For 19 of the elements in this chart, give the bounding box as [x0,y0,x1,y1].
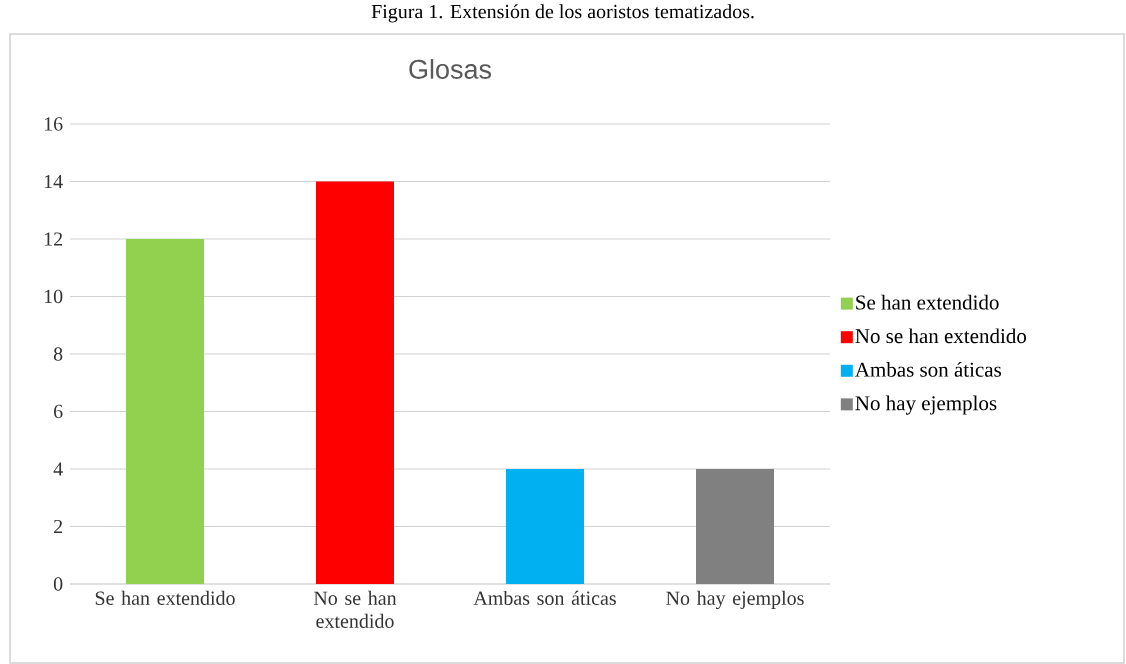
chart-title: Glosas [409,59,492,79]
y-tick-label: 6 [54,404,63,419]
x-tick-label: No hay ejemplos [666,590,804,610]
legend-label: No se han extendido [855,328,1027,344]
y-tick-label: 12 [44,232,63,246]
y-tick-label: 4 [53,462,63,476]
y-tick-label: 8 [53,347,63,361]
legend-label: Ambas son áticas [855,361,1002,377]
legend-label: No hay ejemplos [855,395,997,415]
y-tick-label: 0 [53,577,63,591]
x-tick-label: No se han extendido [313,590,397,628]
y-tick-label: 10 [44,289,63,304]
text: Figura 1. Extensión de los aoristos tematizados. [371,4,754,23]
x-tick-label: Ambas son áticas [473,590,616,605]
legend-label: Se han extendido [856,294,999,310]
x-tick-label: Se han extendido [95,590,235,605]
y-tick-label: 14 [44,174,63,189]
y-tick-label: 2 [54,519,63,534]
y-tick-label: 16 [44,117,63,131]
